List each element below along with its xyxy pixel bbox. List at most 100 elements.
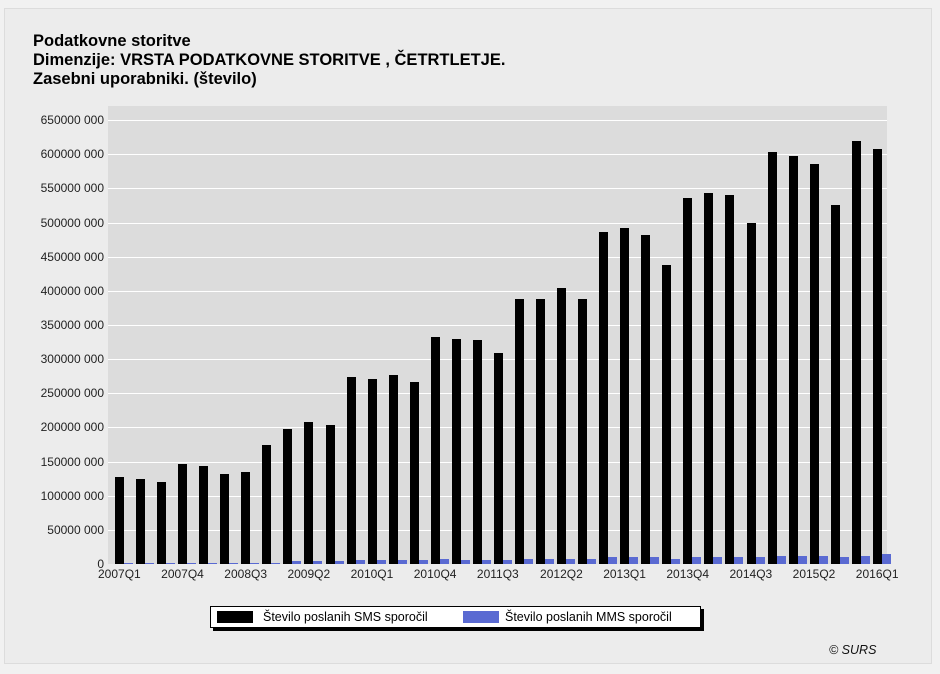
bar-mms [881, 554, 891, 564]
bar-sms [514, 299, 524, 564]
bar-sms [136, 479, 146, 564]
bar-sms [704, 193, 714, 564]
bar-mms [671, 558, 681, 564]
bar-sms [599, 232, 609, 564]
bar-sms [262, 445, 272, 564]
x-tick-label: 2007Q1 [98, 567, 141, 581]
bar-mms [271, 562, 281, 564]
gridline [108, 120, 887, 122]
x-tick-label: 2009Q2 [287, 567, 331, 581]
bar-sms [830, 205, 840, 564]
bar-sms [325, 425, 335, 564]
bar-mms [124, 563, 133, 564]
bar-sms [157, 482, 167, 564]
legend-label-sms: Število poslanih SMS sporočil [263, 610, 428, 624]
bar-sms [557, 288, 567, 564]
y-tick-label: 450000 000 [40, 249, 104, 264]
bar-mms [755, 557, 765, 564]
bar-mms [629, 557, 639, 564]
bar-mms [439, 558, 449, 564]
bar-mms [313, 561, 323, 564]
bar-sms [304, 421, 314, 564]
x-tick-label: 2016Q1 [855, 567, 899, 581]
y-tick-label: 100000 000 [40, 488, 104, 503]
bar-mms [713, 557, 723, 564]
x-tick-label: 2010Q1 [350, 567, 394, 581]
bar-mms [776, 555, 786, 564]
bar-mms [166, 563, 176, 564]
bar-mms [566, 558, 576, 564]
y-tick-label: 650000 000 [40, 113, 104, 128]
bar-sms [409, 382, 419, 564]
x-tick-label: 2008Q3 [224, 567, 267, 581]
bar-mms [481, 559, 491, 564]
gridline [108, 222, 887, 224]
bar-sms [788, 156, 798, 564]
bar-mms [460, 559, 470, 564]
chart-title: Podatkovne storitve Dimenzije: VRSTA POD… [33, 32, 505, 89]
bar-mms [523, 558, 533, 564]
bar-mms [818, 555, 828, 564]
y-tick-label: 300000 000 [40, 352, 104, 367]
y-tick-label: 550000 000 [40, 181, 104, 196]
y-tick-label: 350000 000 [40, 317, 104, 332]
bar-mms [187, 562, 197, 564]
bar-mms [734, 557, 744, 564]
y-tick-label: 250000 000 [40, 386, 104, 401]
bar-sms [683, 197, 693, 564]
legend-label-mms: Število poslanih MMS sporočil [505, 610, 672, 624]
x-tick-label: 2014Q3 [729, 567, 773, 581]
bar-sms [851, 140, 861, 564]
x-tick-label: 2007Q4 [161, 567, 204, 581]
bar-sms [367, 378, 377, 564]
bar-mms [650, 557, 660, 564]
title-line-2: Dimenzije: VRSTA PODATKOVNE STORITVE , Č… [33, 51, 506, 69]
y-tick-label: 600000 000 [40, 147, 104, 162]
y-tick-label: 500000 000 [40, 215, 104, 230]
bar-mms [692, 557, 702, 564]
title-line-1: Podatkovne storitve [33, 32, 191, 50]
bar-sms [746, 222, 756, 564]
bar-mms [502, 559, 512, 564]
bar-sms [725, 194, 735, 564]
title-line-3: Zasebni uporabniki. (število) [33, 70, 257, 88]
bar-mms [355, 559, 365, 564]
bar-mms [797, 555, 807, 564]
bar-mms [292, 561, 302, 564]
x-tick-label: 2013Q4 [666, 567, 710, 581]
bar-mms [376, 559, 386, 564]
x-tick-label: 2012Q2 [540, 567, 583, 581]
legend-swatch-sms [217, 611, 253, 623]
x-tick-label: 2010Q4 [413, 567, 457, 581]
bar-mms [587, 558, 597, 564]
plot-area [108, 106, 891, 564]
bar-sms [199, 466, 209, 564]
x-tick-label: 2013Q1 [603, 567, 646, 581]
bar-sms [115, 477, 124, 564]
bar-sms [578, 299, 588, 564]
bar-sms [641, 234, 651, 564]
y-tick-label: 0 [97, 557, 104, 571]
bar-mms [145, 563, 155, 564]
x-tick-label: 2015Q2 [792, 567, 836, 581]
bar-sms [493, 352, 503, 564]
bar-sms [872, 148, 882, 564]
legend-swatch-mms [463, 611, 499, 623]
copyright: © SURS [829, 643, 877, 657]
bar-sms [809, 164, 819, 564]
legend: Število poslanih SMS sporočil Število po… [210, 606, 701, 628]
bar-mms [208, 562, 218, 564]
bar-mms [545, 558, 554, 564]
bar-sms [620, 227, 630, 564]
bar-sms [178, 464, 188, 564]
x-tick-label: 2011Q3 [476, 567, 519, 581]
gridline [108, 290, 887, 292]
bar-mms [418, 559, 428, 564]
bar-mms [397, 559, 407, 564]
y-tick-label: 200000 000 [40, 420, 104, 435]
y-tick-label: 50000 000 [47, 522, 104, 537]
y-tick-label: 400000 000 [40, 283, 104, 298]
bar-sms [767, 152, 777, 564]
bar-sms [451, 339, 461, 564]
bar-sms [430, 337, 440, 564]
